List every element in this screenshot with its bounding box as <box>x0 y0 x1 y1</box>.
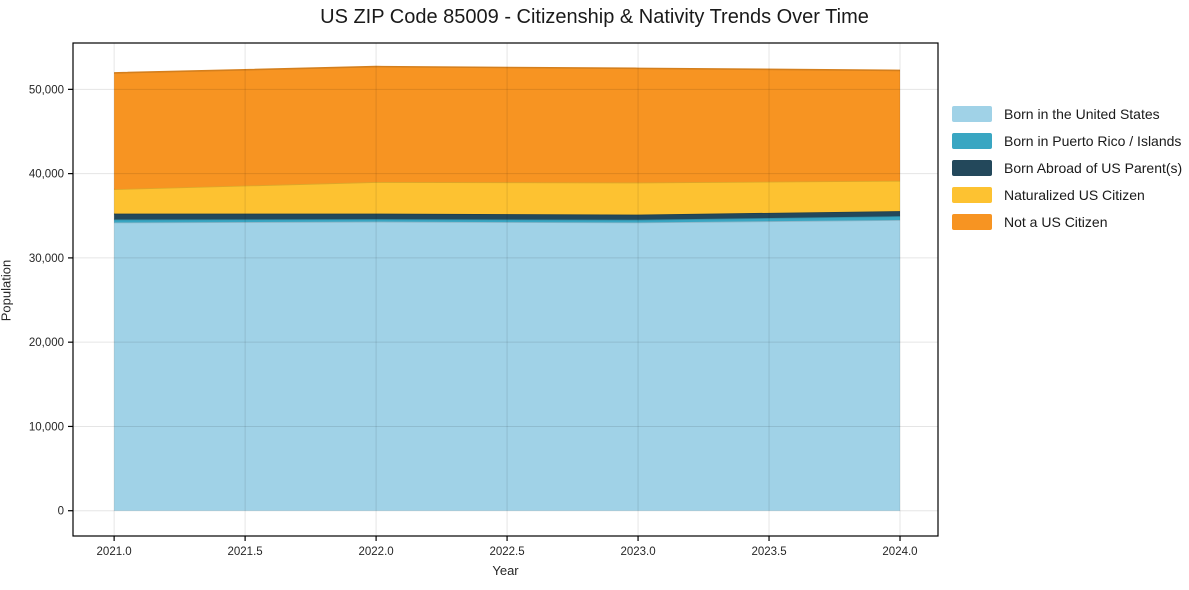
legend: Born in the United States Born in Puerto… <box>952 106 1182 241</box>
legend-label: Naturalized US Citizen <box>1004 187 1145 203</box>
area-series-4 <box>114 66 901 190</box>
legend-label: Born in Puerto Rico / Islands <box>1004 133 1182 149</box>
area-series-1 <box>114 216 901 223</box>
x-tick-label: 2022.0 <box>358 546 393 558</box>
x-tick-label: 2021.0 <box>97 546 132 558</box>
y-tick-label: 10,000 <box>29 421 64 433</box>
x-tick-label: 2021.5 <box>228 546 263 558</box>
legend-label: Born Abroad of US Parent(s) <box>1004 160 1183 176</box>
y-tick-label: 30,000 <box>29 253 64 265</box>
legend-swatch <box>952 133 992 149</box>
legend-item: Born Abroad of US Parent(s) <box>952 160 1182 176</box>
x-tick-label: 2024.0 <box>882 546 917 558</box>
legend-item: Naturalized US Citizen <box>952 187 1182 203</box>
legend-label: Born in the United States <box>1004 106 1160 122</box>
legend-item: Not a US Citizen <box>952 214 1182 230</box>
y-tick-label: 50,000 <box>29 84 64 96</box>
legend-swatch <box>952 106 992 122</box>
area-series-3 <box>114 180 901 215</box>
legend-label: Not a US Citizen <box>1004 214 1108 230</box>
legend-swatch <box>952 214 992 230</box>
chart-title: US ZIP Code 85009 - Citizenship & Nativi… <box>320 6 869 28</box>
x-axis-label: Year <box>492 563 519 578</box>
y-tick-label: 20,000 <box>29 337 64 349</box>
x-tick-label: 2023.5 <box>751 546 786 558</box>
x-tick-label: 2023.0 <box>620 546 655 558</box>
legend-item: Born in Puerto Rico / Islands <box>952 133 1182 149</box>
area-series-0 <box>114 219 901 511</box>
legend-swatch <box>952 160 992 176</box>
legend-swatch <box>952 187 992 203</box>
y-tick-label: 0 <box>58 506 64 518</box>
y-axis-label: Population <box>0 259 14 322</box>
legend-item: Born in the United States <box>952 106 1182 122</box>
x-tick-label: 2022.5 <box>489 546 524 558</box>
area-series-2 <box>114 211 901 220</box>
y-tick-label: 40,000 <box>29 169 64 181</box>
area-series-4-edge <box>114 65 901 74</box>
plot-border <box>72 42 939 537</box>
